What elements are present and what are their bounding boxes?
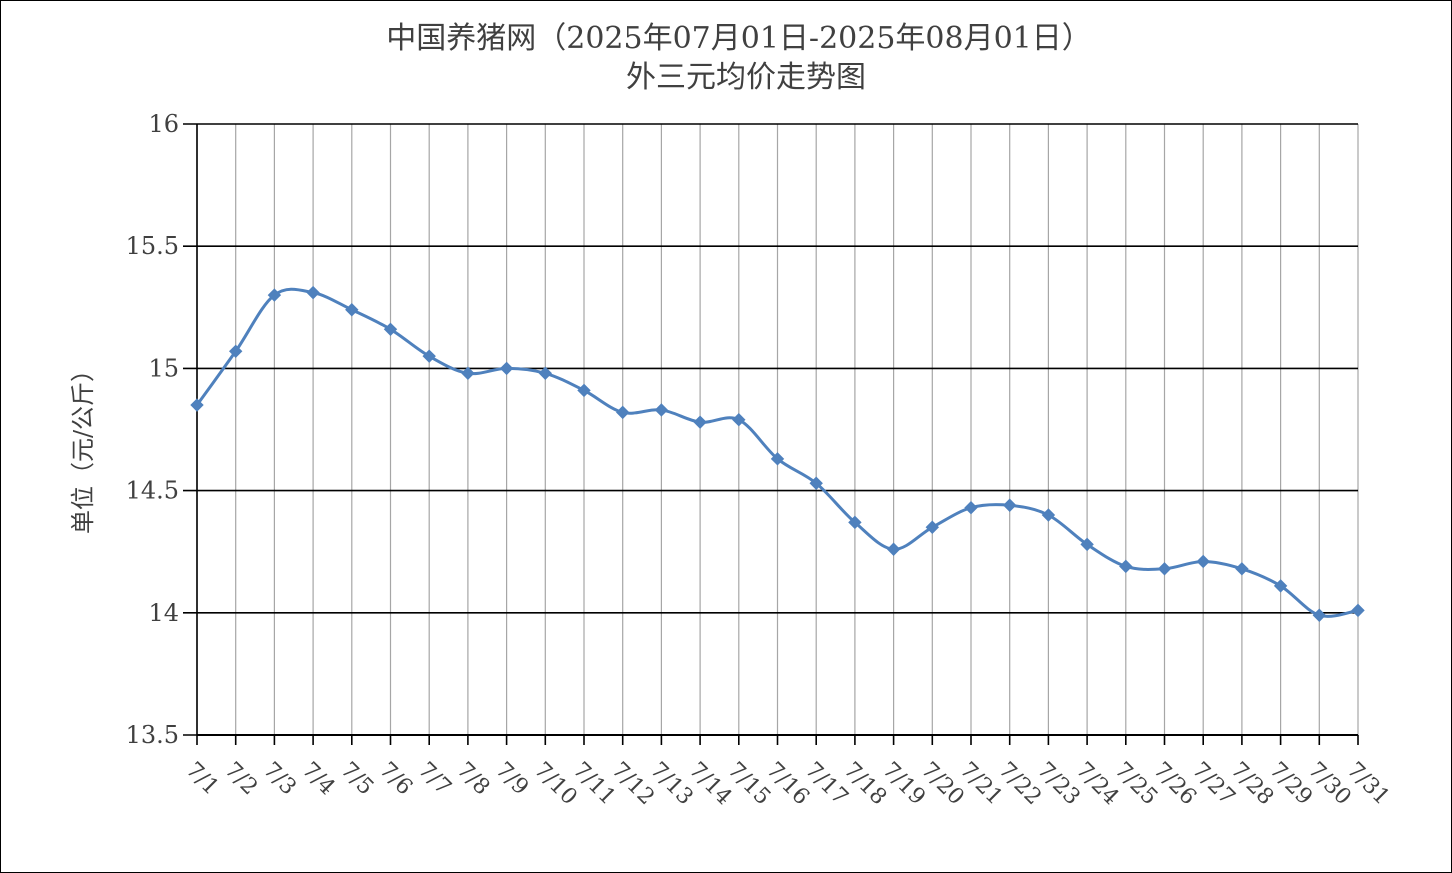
x-tick-label: 7/26 <box>1148 758 1201 811</box>
data-point-marker <box>1041 508 1056 522</box>
x-tick-label: 7/29 <box>1264 758 1317 811</box>
data-point-marker <box>306 285 320 300</box>
y-tick-label: 13.5 <box>126 721 179 749</box>
data-point-marker <box>848 515 862 530</box>
data-point-marker <box>809 476 823 490</box>
data-point-marker <box>422 349 436 363</box>
x-tick-label: 7/18 <box>839 758 892 811</box>
chart-title: 中国养猪网（2025年07月01日-2025年08月01日） <box>386 21 1092 56</box>
x-tick-label: 7/8 <box>452 758 495 801</box>
y-tick-label: 16 <box>148 110 179 138</box>
data-point-marker <box>615 405 630 420</box>
x-tick-label: 7/15 <box>723 758 776 811</box>
x-tick-label: 7/7 <box>413 758 456 801</box>
chart-subtitle: 外三元均价走势图 <box>626 60 866 95</box>
x-tick-label: 7/23 <box>1032 758 1085 811</box>
data-point-marker <box>499 361 514 376</box>
data-point-marker <box>1235 562 1249 576</box>
x-tick-label: 7/5 <box>336 758 379 801</box>
data-point-marker <box>1351 603 1365 618</box>
x-tick-label: 7/30 <box>1303 758 1356 811</box>
y-tick-label: 15.5 <box>126 232 179 260</box>
data-point-marker <box>345 303 359 317</box>
x-tick-label: 7/19 <box>877 758 930 811</box>
data-point-marker <box>190 398 204 412</box>
data-point-marker <box>925 520 940 534</box>
x-tick-label: 7/1 <box>181 758 224 801</box>
x-tick-label: 7/21 <box>955 758 1008 811</box>
x-tick-labels: 7/17/27/37/47/57/67/77/87/97/107/117/127… <box>181 758 1395 811</box>
data-point-marker <box>693 415 707 429</box>
x-tick-label: 7/28 <box>1226 758 1279 811</box>
y-tick-label: 14 <box>148 599 179 627</box>
grid <box>183 123 1359 736</box>
x-tick-label: 7/3 <box>258 758 301 801</box>
data-point-marker <box>1157 562 1172 576</box>
x-tick-label: 7/31 <box>1342 758 1395 811</box>
data-point-marker <box>577 383 591 398</box>
x-tick-label: 7/14 <box>684 758 737 811</box>
data-point-marker <box>1196 554 1210 569</box>
x-tick-label: 7/24 <box>1071 758 1124 811</box>
x-tick-label: 7/11 <box>568 758 621 811</box>
x-tick-label: 7/22 <box>993 758 1046 811</box>
data-point-marker <box>886 542 901 556</box>
data-point-marker <box>538 366 553 380</box>
data-point-marker <box>1312 608 1327 622</box>
x-tick-label: 7/6 <box>374 758 417 801</box>
data-point-marker <box>461 366 475 380</box>
data-point-marker <box>770 452 785 466</box>
x-tick-label: 7/25 <box>1110 758 1163 811</box>
data-series <box>190 285 1365 622</box>
x-tick-label: 7/9 <box>490 758 533 801</box>
data-point-marker <box>1002 498 1017 512</box>
y-tick-label: 15 <box>148 354 179 382</box>
data-point-marker <box>267 288 282 302</box>
data-point-marker <box>1273 579 1288 593</box>
x-tick-label: 7/4 <box>297 758 340 801</box>
x-tick-label: 7/27 <box>1187 758 1240 811</box>
x-tick-label: 7/20 <box>916 758 969 811</box>
data-point-marker <box>383 322 398 337</box>
data-point-marker <box>228 344 243 358</box>
data-point-marker <box>654 403 669 417</box>
x-tick-label: 7/10 <box>529 758 582 811</box>
data-point-marker <box>1119 559 1133 574</box>
data-point-marker <box>1080 537 1094 552</box>
y-axis-label: 单位（元/公斤） <box>69 358 97 534</box>
data-point-marker <box>732 413 746 427</box>
x-tick-label: 7/13 <box>645 758 698 811</box>
x-tick-label: 7/17 <box>800 758 853 811</box>
x-tick-label: 7/16 <box>761 758 814 811</box>
y-tick-label: 14.5 <box>126 477 179 505</box>
x-tick-label: 7/2 <box>219 758 262 801</box>
y-tick-labels: 13.5 14 14.5 15 15.5 16 <box>126 110 179 749</box>
data-point-marker <box>964 501 978 515</box>
x-tick-label: 7/12 <box>606 758 659 811</box>
axes <box>196 124 1359 745</box>
